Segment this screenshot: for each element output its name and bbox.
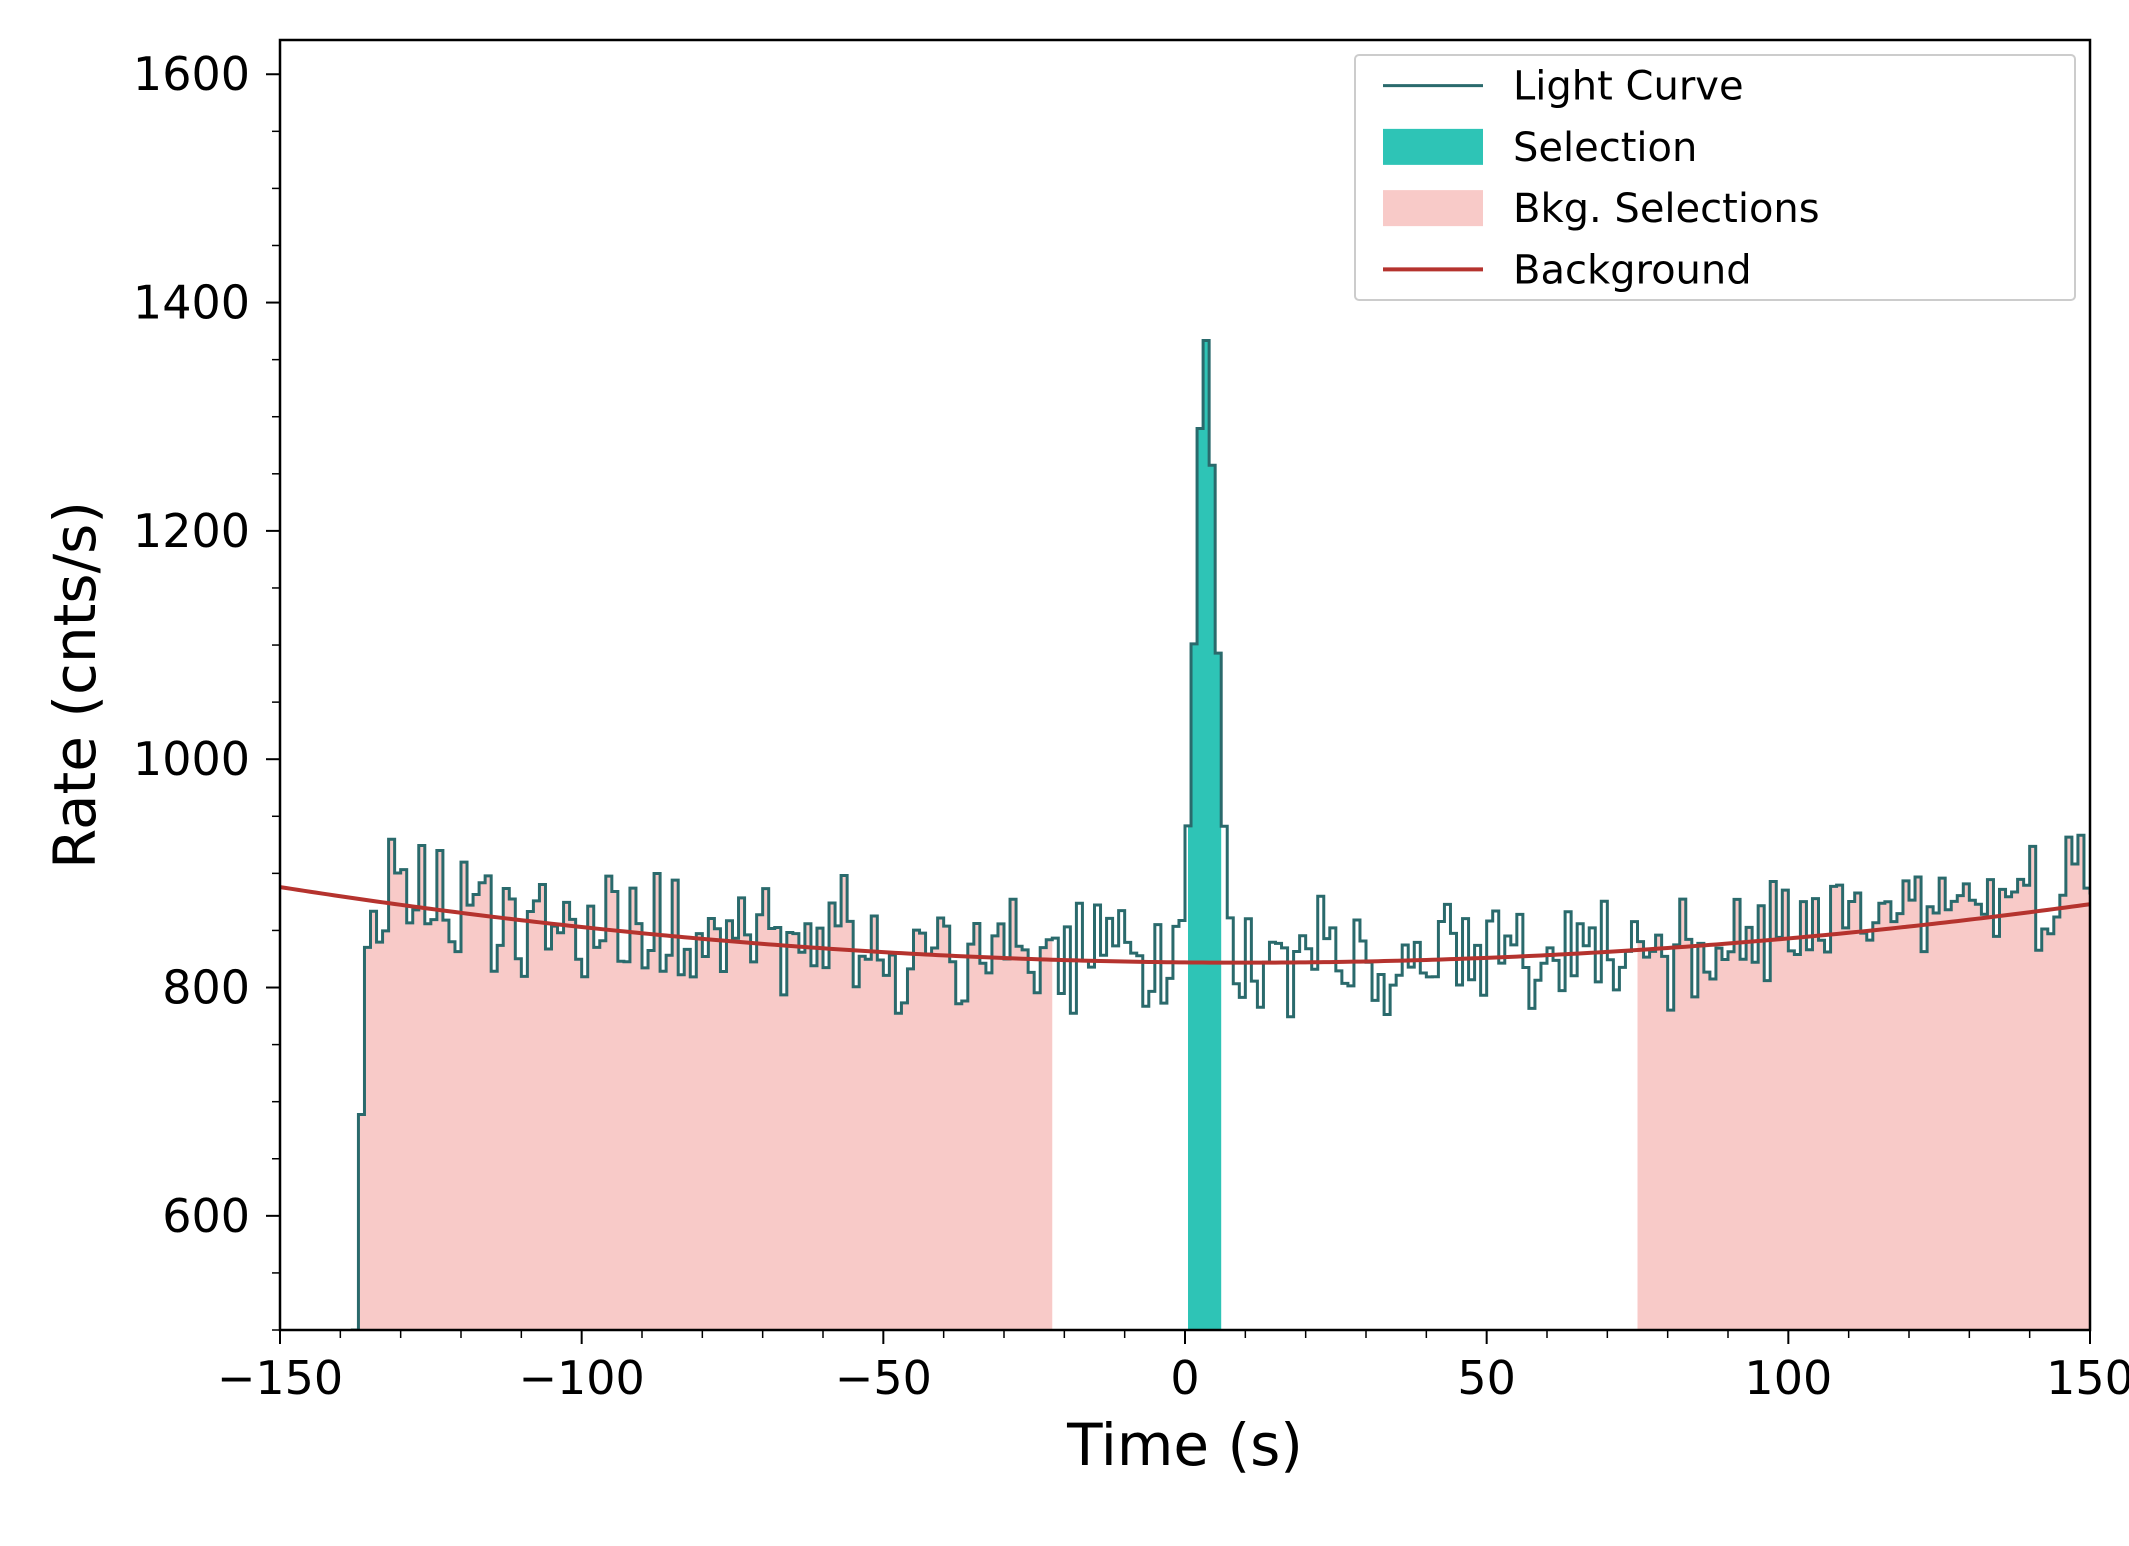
legend-swatch-patch: [1383, 129, 1483, 165]
x-tick-label: −100: [518, 1351, 644, 1405]
legend-label: Bkg. Selections: [1513, 186, 1820, 232]
light-curve-chart: −150 −100 −50 0 50 100 150 600 800 1000 1200 1400 16…: [0, 0, 2129, 1546]
y-tick-label: 1600: [133, 47, 250, 101]
legend-label: Selection: [1513, 125, 1697, 171]
y-tick-label: 800: [162, 961, 250, 1015]
x-tick-label: −150: [217, 1351, 343, 1405]
y-axis-label: Rate (cnts/s): [41, 501, 109, 869]
chart-svg: −150 −100 −50 0 50 100 150 600 800 1000 1200 1400 16…: [0, 0, 2129, 1546]
y-tick-label: 1200: [133, 504, 250, 558]
x-axis-label: Time (s): [1066, 1411, 1303, 1479]
x-tick-label: 50: [1457, 1351, 1516, 1405]
y-tick-label: 1400: [133, 276, 250, 330]
legend: Light Curve Selection Bkg. Selections Backg…: [1355, 55, 2075, 300]
x-tick-label: 150: [2046, 1351, 2129, 1405]
legend-label: Background: [1513, 247, 1752, 293]
x-tick-label: 0: [1170, 1351, 1199, 1405]
x-tick-label: −50: [835, 1351, 932, 1405]
legend-label: Light Curve: [1513, 64, 1744, 110]
legend-swatch-patch: [1383, 190, 1483, 226]
y-tick-label: 1000: [133, 732, 250, 786]
y-tick-label: 600: [162, 1189, 250, 1243]
bkg-selection-region: [1638, 835, 2091, 1330]
x-tick-label: 100: [1744, 1351, 1832, 1405]
